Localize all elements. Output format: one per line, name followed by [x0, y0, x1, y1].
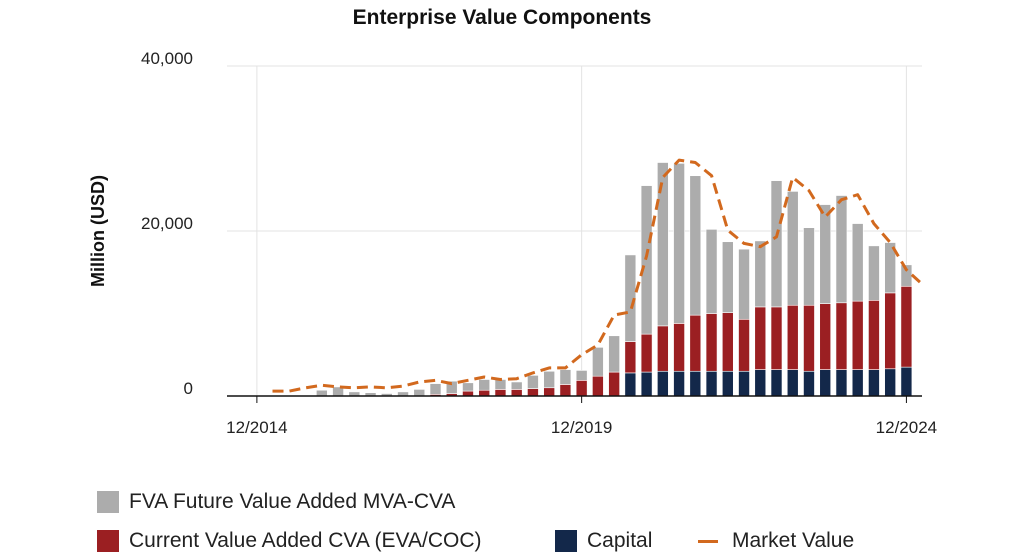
- bar-segment-cva[interactable]: [738, 318, 750, 372]
- market-value-line-group: [272, 158, 924, 393]
- bar-segment-fva[interactable]: [786, 191, 799, 306]
- bar-segment-fva[interactable]: [445, 380, 458, 394]
- bar-segment-fva[interactable]: [689, 175, 702, 316]
- bar-segment-fva[interactable]: [754, 240, 767, 308]
- x-tick-label: 12/2024: [876, 418, 937, 437]
- bar-segment-cva[interactable]: [721, 312, 734, 372]
- bar-segment-capital[interactable]: [786, 369, 799, 397]
- bar-segment-capital[interactable]: [624, 372, 637, 397]
- y-tick-label: 20,000: [141, 214, 193, 233]
- bar-segment-cva[interactable]: [673, 323, 685, 372]
- bar-segment-capital[interactable]: [900, 366, 913, 397]
- bar-segment-fva[interactable]: [478, 379, 491, 391]
- bar-segment-cva[interactable]: [624, 341, 637, 374]
- bar-segment-capital[interactable]: [689, 370, 702, 397]
- bar-segment-fva[interactable]: [543, 370, 555, 389]
- bar-segment-cva[interactable]: [819, 303, 832, 370]
- bar-segment-cva[interactable]: [884, 292, 896, 370]
- bar-segment-capital[interactable]: [754, 369, 767, 397]
- bar-segment-fva[interactable]: [608, 335, 620, 373]
- bar-segment-cva[interactable]: [689, 314, 702, 372]
- bar-segment-fva[interactable]: [527, 375, 539, 389]
- bar-segment-capital[interactable]: [835, 369, 848, 397]
- bar-segment-cva[interactable]: [510, 389, 523, 397]
- bar-segment-fva[interactable]: [429, 383, 442, 395]
- bar-segment-cva[interactable]: [494, 389, 507, 397]
- bar-segment-capital[interactable]: [803, 370, 815, 397]
- y-tick-label: 40,000: [141, 49, 193, 68]
- bar-segment-cva[interactable]: [705, 313, 718, 372]
- bar-segment-capital[interactable]: [884, 368, 896, 397]
- bar-segment-cva[interactable]: [786, 304, 799, 370]
- bar-segment-capital[interactable]: [673, 370, 685, 397]
- bar-segment-fva[interactable]: [884, 242, 896, 294]
- bar-segment-fva[interactable]: [770, 180, 783, 308]
- bar-segment-cva[interactable]: [868, 299, 880, 370]
- gridlines: [227, 65, 922, 396]
- bar-segment-fva[interactable]: [559, 369, 572, 385]
- axes: 0 20,000 40,000 12/2014 12/2019 12/2024: [141, 49, 937, 437]
- bar-segment-cva[interactable]: [657, 325, 669, 372]
- bar-segment-fva[interactable]: [413, 389, 426, 397]
- bar-segment-cva[interactable]: [575, 380, 588, 397]
- chart-title: Enterprise Value Components: [353, 6, 652, 29]
- bar-segment-capital[interactable]: [640, 371, 653, 397]
- x-tick-label: 12/2014: [226, 418, 287, 437]
- bar-segment-capital[interactable]: [705, 370, 718, 397]
- bar-segment-fva[interactable]: [835, 195, 848, 304]
- bar-segment-cva[interactable]: [900, 285, 913, 368]
- bar-segment-cva[interactable]: [803, 304, 815, 372]
- market-value-line[interactable]: [272, 158, 924, 393]
- bar-segment-fva[interactable]: [705, 229, 718, 314]
- bar-segment-fva[interactable]: [624, 254, 637, 342]
- bar-segment-cva[interactable]: [770, 306, 783, 370]
- bar-segment-capital[interactable]: [657, 370, 669, 397]
- bar-segment-fva[interactable]: [673, 163, 685, 324]
- bar-segment-capital[interactable]: [721, 370, 734, 397]
- bar-segment-fva[interactable]: [462, 382, 474, 392]
- bar-segment-fva[interactable]: [592, 347, 604, 377]
- bar-segment-fva[interactable]: [316, 389, 328, 397]
- bar-segment-cva[interactable]: [478, 389, 491, 397]
- bar-segment-cva[interactable]: [559, 384, 572, 397]
- bar-segment-cva[interactable]: [543, 387, 555, 397]
- bar-segment-fva[interactable]: [868, 245, 880, 301]
- bar-segment-fva[interactable]: [657, 162, 669, 327]
- bar-segment-cva[interactable]: [592, 375, 604, 397]
- bar-segment-cva[interactable]: [754, 306, 767, 370]
- bar-segment-cva[interactable]: [527, 388, 539, 397]
- y-tick-label: 0: [184, 379, 193, 398]
- bar-segment-capital[interactable]: [770, 369, 783, 397]
- stacked-bars: [316, 162, 913, 397]
- bar-segment-capital[interactable]: [819, 369, 832, 397]
- x-tick-label: 12/2019: [551, 418, 612, 437]
- bar-segment-capital[interactable]: [851, 369, 864, 397]
- bar-segment-fva[interactable]: [575, 370, 588, 381]
- bar-segment-fva[interactable]: [510, 381, 523, 390]
- bar-segment-cva[interactable]: [608, 371, 620, 397]
- bar-segment-cva[interactable]: [835, 302, 848, 370]
- bar-segment-fva[interactable]: [819, 204, 832, 304]
- bar-segment-fva[interactable]: [803, 227, 815, 306]
- bar-segment-cva[interactable]: [851, 300, 864, 370]
- bar-segment-capital[interactable]: [738, 370, 750, 397]
- bar-segment-capital[interactable]: [868, 369, 880, 397]
- bar-segment-fva[interactable]: [738, 248, 750, 320]
- bar-segment-cva[interactable]: [640, 333, 653, 373]
- bar-segment-fva[interactable]: [851, 223, 864, 302]
- bar-segment-fva[interactable]: [721, 241, 734, 313]
- y-axis-label: Million (USD): [88, 175, 108, 287]
